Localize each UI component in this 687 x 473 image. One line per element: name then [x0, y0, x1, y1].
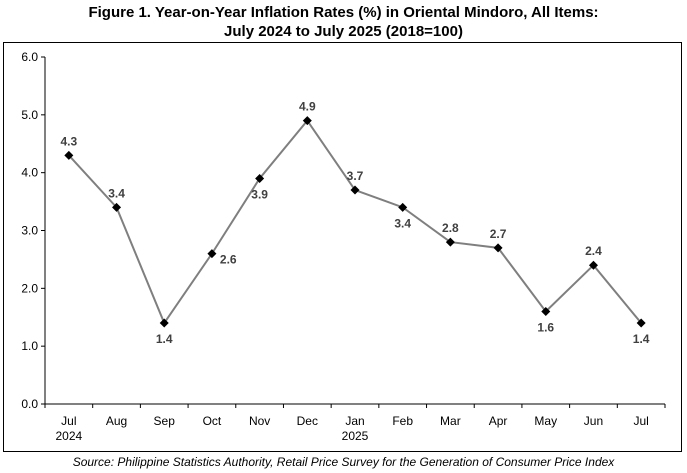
- data-label: 4.3: [61, 134, 78, 148]
- x-tick-label: Sep: [154, 414, 176, 428]
- x-tick-label: Feb: [392, 414, 413, 428]
- x-tick-sublabel: 2024: [55, 429, 82, 443]
- data-point-marker: [588, 260, 598, 270]
- data-label: 3.4: [108, 186, 125, 200]
- y-tick-label: 5.0: [21, 108, 38, 122]
- data-label: 4.9: [299, 100, 316, 114]
- data-label: 2.8: [442, 221, 459, 235]
- x-tick-label: May: [534, 414, 557, 428]
- data-label: 1.4: [633, 332, 650, 346]
- data-point-marker: [493, 243, 503, 253]
- y-tick-label: 1.0: [21, 339, 38, 353]
- x-tick-sublabel: 2025: [342, 429, 369, 443]
- y-tick-label: 4.0: [21, 166, 38, 180]
- x-tick-label: Oct: [203, 414, 222, 428]
- data-point-marker: [207, 249, 217, 259]
- chart-title-line-2: July 2024 to July 2025 (2018=100): [224, 23, 463, 40]
- x-tick-label: Aug: [106, 414, 127, 428]
- chart-title: Figure 1. Year-on-Year Inflation Rates (…: [0, 3, 687, 41]
- x-tick-label: Jun: [584, 414, 603, 428]
- chart-frame: [3, 42, 682, 452]
- data-point-marker: [398, 202, 408, 212]
- y-tick-label: 3.0: [21, 224, 38, 238]
- data-point-marker: [350, 185, 360, 195]
- x-tick-label: Jul: [633, 414, 648, 428]
- data-point-marker: [636, 318, 646, 328]
- data-point-marker: [302, 116, 312, 126]
- data-label: 2.4: [585, 244, 602, 258]
- x-tick-label: Apr: [489, 414, 508, 428]
- data-label: 3.7: [347, 169, 364, 183]
- data-point-marker: [112, 202, 122, 212]
- x-tick-label: Jul: [61, 414, 76, 428]
- x-tick-label: Nov: [249, 414, 270, 428]
- data-label: 2.6: [220, 253, 237, 267]
- data-label: 1.6: [537, 320, 554, 334]
- data-point-marker: [255, 173, 265, 183]
- data-label: 3.9: [251, 187, 268, 201]
- data-point-marker: [445, 237, 455, 247]
- data-point-marker: [64, 150, 74, 160]
- source-note: Source: Philippine Statistics Authority,…: [72, 455, 615, 469]
- series-line: [68, 118, 642, 326]
- data-point-marker: [159, 318, 169, 328]
- y-tick-label: 6.0: [21, 50, 38, 64]
- data-point-marker: [541, 306, 551, 316]
- y-tick-label: 2.0: [21, 281, 38, 295]
- y-tick-label: 0.0: [21, 397, 38, 411]
- x-tick-label: Jan: [345, 414, 364, 428]
- data-label: 3.4: [394, 216, 411, 230]
- x-tick-label: Mar: [440, 414, 461, 428]
- chart-title-line-1: Figure 1. Year-on-Year Inflation Rates (…: [88, 4, 599, 21]
- data-label: 1.4: [156, 332, 173, 346]
- data-label: 2.7: [490, 227, 507, 241]
- x-tick-label: Dec: [297, 414, 318, 428]
